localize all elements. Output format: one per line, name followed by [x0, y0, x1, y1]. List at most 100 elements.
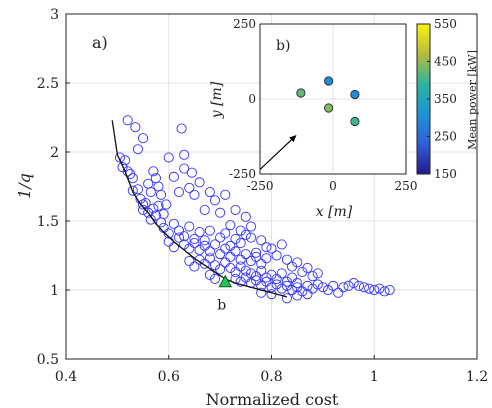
scatter-point [251, 275, 262, 286]
scatter-point [199, 258, 210, 269]
scatter-point [251, 247, 262, 258]
scatter-point [132, 184, 143, 195]
scatter-point [369, 284, 380, 296]
scatter-point [302, 289, 313, 300]
scatter-point [225, 220, 236, 231]
scatter-point [189, 233, 200, 244]
scatter-point [114, 152, 125, 163]
inset-axes-box [259, 23, 407, 175]
turbine-point [324, 76, 334, 86]
scatter-point [220, 189, 231, 200]
scatter-point [148, 203, 159, 214]
scatter-point [312, 268, 323, 279]
scatter-point [220, 257, 231, 268]
scatter-point [286, 284, 298, 296]
scatter-point [168, 242, 179, 253]
scatter-point [138, 199, 149, 210]
turbine-point [324, 103, 334, 113]
scatter-point [261, 276, 272, 287]
panel-a-label: a) [92, 33, 108, 52]
scatter-point [281, 293, 292, 304]
scatter-point [230, 267, 241, 278]
scatter-point [189, 189, 200, 200]
scatter-point [261, 242, 272, 253]
colorbar-tick-label: 350 [434, 92, 457, 106]
main-xtick-label: 0.8 [260, 369, 282, 385]
scatter-point [225, 240, 236, 251]
scatter-point [276, 239, 287, 250]
inset-axis-ticks: -250 0 250 -250 0 250 [229, 17, 417, 193]
scatter-point [292, 257, 303, 268]
scatter-point [230, 246, 241, 257]
scatter-point [338, 282, 349, 293]
inset-ytick-label: -250 [229, 167, 256, 181]
scatter-point [292, 278, 303, 289]
inset-ytick-label: 250 [233, 17, 256, 31]
scatter-point [256, 235, 267, 246]
main-ytick-label: 1 [50, 283, 59, 299]
scatter-point [358, 282, 370, 293]
scatter-point [186, 167, 197, 178]
scatter-point [194, 177, 205, 188]
inset-xlabel: x [m] [316, 204, 353, 220]
scatter-point [245, 221, 256, 232]
turbine-point [350, 116, 360, 127]
scatter-point [130, 122, 141, 133]
scatter-point [138, 204, 149, 216]
scatter-point [302, 262, 313, 273]
scatter-point [204, 186, 215, 198]
inset-xtick-label: 0 [329, 179, 337, 193]
scatter-point [163, 152, 174, 163]
scatter-point [163, 228, 174, 239]
scatter-point [307, 271, 318, 282]
scatter-point [204, 253, 215, 264]
colorbar-label: Mean power [kW] [466, 50, 479, 150]
scatter-point [194, 226, 205, 238]
scatter-point [168, 171, 179, 182]
scatter-point [215, 249, 226, 260]
scatter-point [256, 265, 267, 276]
scatter-point [220, 243, 231, 254]
main-ytick-label: 1.5 [37, 214, 59, 230]
scatter-point [184, 255, 195, 267]
scatter-point [364, 283, 375, 294]
colorbar-tick-label: 550 [434, 17, 457, 31]
selected-design-marker [218, 274, 233, 288]
main-ytick-label: 3 [50, 7, 59, 23]
scatter-point [168, 218, 179, 229]
main-ytick-label: 2 [50, 145, 59, 161]
scatter-point [145, 186, 156, 198]
main-xtick-label: 1 [370, 369, 379, 385]
scatter-point [276, 283, 287, 294]
scatter-point [184, 243, 195, 254]
main-ytick-label: 0.5 [37, 352, 59, 368]
scatter-point [302, 280, 313, 291]
scatter-point [161, 199, 172, 210]
scatter-point [240, 211, 251, 222]
scatter-point [209, 273, 221, 285]
scatter-point [173, 225, 185, 236]
scatter-point [353, 280, 364, 291]
scatter-point [251, 251, 262, 262]
scatter-point [348, 278, 359, 289]
scatter-point [122, 166, 133, 177]
scatter-point [230, 233, 241, 244]
scatter-point [276, 268, 287, 279]
scatter-point [184, 221, 195, 232]
scatter-point [209, 239, 221, 250]
scatter-point [374, 283, 385, 294]
scatter-point [176, 123, 187, 134]
scatter-point [379, 286, 390, 297]
scatter-point [189, 238, 200, 249]
turbine-point [350, 89, 360, 100]
scatter-point [215, 232, 226, 243]
scatter-point [240, 249, 251, 260]
scatter-point [215, 264, 226, 275]
main-xtick-label: 1.2 [466, 369, 488, 385]
scatter-point [343, 280, 354, 291]
scatter-point [261, 253, 272, 264]
scatter-point [240, 272, 251, 283]
scatter-point [204, 225, 215, 236]
scatter-point [138, 133, 149, 144]
scatter-point [271, 250, 282, 261]
